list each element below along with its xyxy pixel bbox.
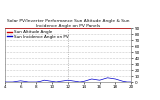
- Title: Solar PV/Inverter Performance Sun Altitude Angle & Sun Incidence Angle on PV Pan: Solar PV/Inverter Performance Sun Altitu…: [7, 19, 129, 28]
- Legend: Sun Altitude Angle, Sun Incidence Angle on PV: Sun Altitude Angle, Sun Incidence Angle …: [7, 30, 69, 39]
